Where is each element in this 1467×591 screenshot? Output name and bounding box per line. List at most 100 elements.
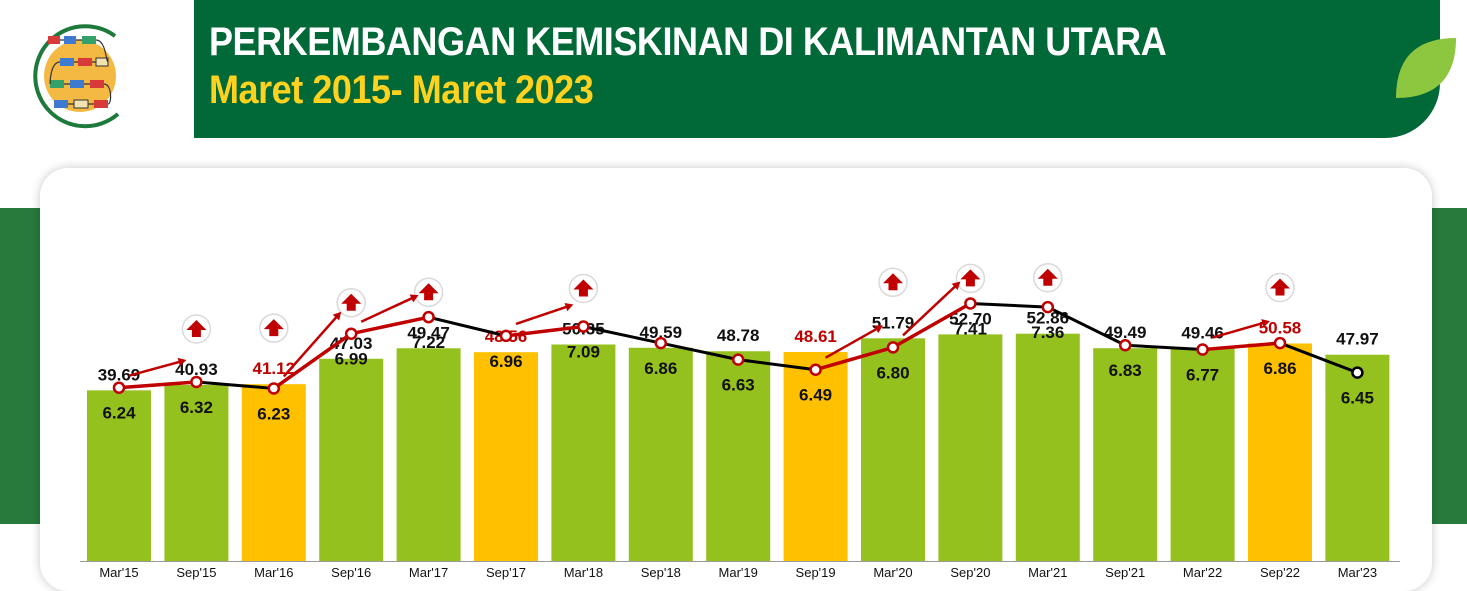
bar-value-label: 51.79 — [872, 313, 915, 332]
line-value-label: 6.83 — [1109, 361, 1142, 380]
process-flowchart-icon — [20, 22, 142, 135]
bar — [87, 390, 151, 561]
bar — [783, 351, 848, 561]
line-segment — [970, 301, 1048, 309]
x-tick-label: Mar'15 — [99, 565, 138, 580]
bar — [551, 344, 616, 561]
bar — [1170, 348, 1235, 561]
trend-up-arrow — [515, 302, 574, 326]
x-tick-label: Mar'19 — [719, 565, 758, 580]
trend-up-arrow — [1212, 319, 1270, 339]
line-value-label: 6.96 — [489, 352, 522, 371]
bar-value-label: 50.58 — [1259, 319, 1302, 338]
up-arrow-icon — [1265, 272, 1295, 303]
bar-value-label: 47.03 — [330, 334, 373, 353]
x-tick-label: Sep'15 — [176, 565, 216, 580]
line-value-label: 6.99 — [335, 350, 368, 369]
up-arrow-icon — [955, 263, 986, 294]
bar — [319, 358, 384, 561]
leaf-icon — [1392, 34, 1458, 105]
up-arrow-icon — [878, 267, 908, 298]
line-value-label: 7.22 — [412, 333, 445, 352]
bar-value-label: 49.49 — [1104, 323, 1147, 342]
bar — [706, 351, 771, 561]
line-point — [886, 341, 900, 354]
line-point — [422, 310, 435, 324]
line-segment — [1279, 341, 1358, 375]
line-value-label: 6.45 — [1341, 389, 1374, 408]
up-arrow-icon — [1033, 262, 1063, 293]
line-point — [1118, 338, 1132, 352]
x-tick-label: Mar'16 — [254, 565, 293, 580]
line-segment — [583, 325, 662, 345]
line-segment — [196, 380, 274, 390]
line-segment-increase — [815, 345, 894, 372]
x-tick-label: Mar'23 — [1338, 565, 1377, 580]
bar — [861, 338, 925, 561]
line-point — [190, 375, 203, 389]
x-tick-label: Sep'22 — [1260, 565, 1300, 580]
line-value-label: 6.63 — [722, 376, 755, 395]
bar-value-label: 39.69 — [98, 365, 141, 384]
line-value-label: 6.24 — [102, 404, 136, 423]
line-segment-increase — [272, 332, 353, 390]
trend-up-arrow — [128, 357, 187, 377]
bar-value-label: 48.61 — [794, 327, 837, 346]
x-tick-label: Sep'21 — [1105, 565, 1145, 580]
bar — [1248, 343, 1312, 561]
x-tick-label: Sep'20 — [950, 565, 990, 580]
page-title: PERKEMBANGAN KEMISKINAN DI KALIMANTAN UT… — [209, 20, 1167, 64]
line-point — [499, 329, 513, 343]
line-value-label: 7.36 — [1031, 323, 1064, 342]
line-segment — [738, 358, 816, 372]
line-segment-increase — [118, 380, 197, 390]
line-point — [1351, 366, 1364, 379]
bar-value-label: 47.97 — [1336, 330, 1379, 349]
up-arrow-icon — [259, 313, 289, 343]
bar — [938, 334, 1003, 561]
line-point — [1273, 336, 1287, 350]
line-point — [731, 353, 745, 366]
line-point — [1196, 343, 1209, 356]
bar-value-label: 41.12 — [253, 359, 296, 378]
x-tick-label: Sep'17 — [486, 565, 526, 580]
bar-value-label: 49.47 — [407, 323, 450, 342]
bar — [396, 348, 461, 561]
up-arrow-icon — [413, 277, 444, 308]
x-tick-label: Sep'19 — [796, 565, 836, 580]
up-arrow-icon — [336, 288, 366, 318]
line-value-label: 7.41 — [954, 319, 987, 338]
bar — [241, 384, 306, 561]
line-point — [344, 327, 358, 340]
line-point — [267, 382, 281, 395]
line-value-label: 6.23 — [257, 404, 290, 423]
bar — [164, 385, 229, 561]
line-value-label: 6.32 — [180, 398, 213, 417]
trend-up-arrow — [360, 294, 419, 323]
line-segment — [660, 341, 739, 362]
header-banner: PERKEMBANGAN KEMISKINAN DI KALIMANTAN UT… — [194, 0, 1440, 138]
trend-up-arrow — [902, 281, 961, 337]
line-segment-increase — [505, 324, 584, 338]
line-point — [654, 336, 668, 350]
x-tick-label: Mar'17 — [409, 565, 448, 580]
bar — [1015, 333, 1080, 561]
bar-value-label: 52.70 — [949, 309, 992, 328]
x-tick-label: Mar'21 — [1028, 565, 1067, 580]
x-tick-label: Mar'18 — [564, 565, 603, 580]
line-value-label: 6.80 — [876, 363, 909, 382]
bar — [1325, 354, 1390, 561]
line-segment-increase — [1202, 341, 1281, 352]
trend-up-arrow — [824, 325, 883, 359]
x-tick-label: Sep'16 — [331, 565, 371, 580]
line-value-label: 6.49 — [799, 386, 832, 405]
line-point — [809, 363, 822, 376]
bar — [1093, 348, 1158, 561]
trend-up-arrow — [282, 311, 342, 378]
x-tick-label: Mar'22 — [1183, 565, 1222, 580]
line-value-label: 6.86 — [644, 359, 677, 378]
bar — [628, 347, 693, 561]
line-point — [964, 297, 977, 310]
bar-value-label: 49.59 — [640, 323, 683, 342]
line-value-label: 7.09 — [567, 343, 600, 362]
